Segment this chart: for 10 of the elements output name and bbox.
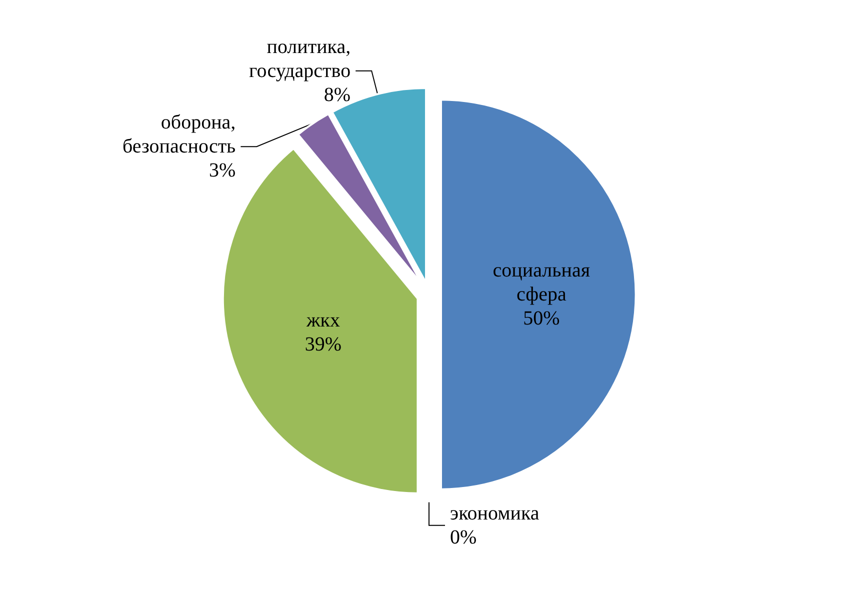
data-label: 50%: [523, 308, 560, 330]
data-label: 39%: [304, 334, 342, 356]
legend-label: экономика: [450, 502, 540, 524]
data-label: 3%: [209, 160, 236, 182]
text: 0%: [450, 526, 477, 548]
slice-label: жкх: [305, 310, 340, 332]
slice-label: социальная сфера: [492, 260, 590, 306]
slice-label: политика, государство: [249, 36, 351, 82]
data-label: 8%: [324, 84, 351, 106]
slice-label: оборона, безопасность: [122, 112, 236, 158]
